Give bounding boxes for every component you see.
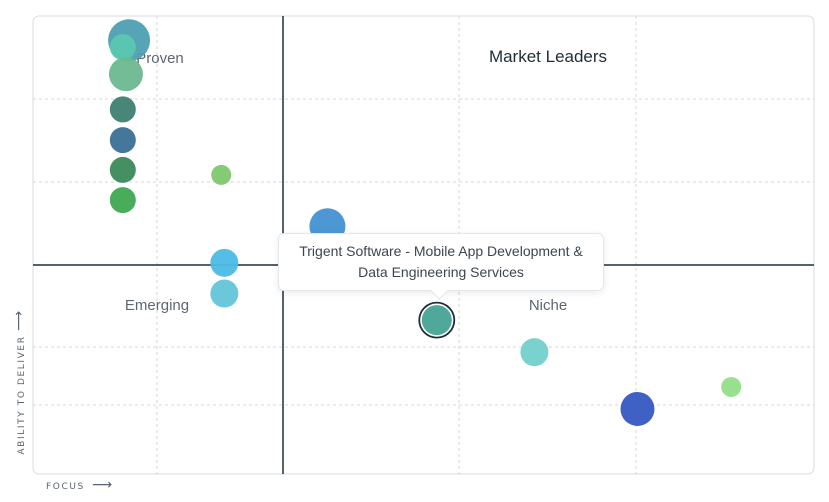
vendor-point-12[interactable]: [421, 305, 452, 336]
tooltip-line-2: Data Engineering Services: [358, 264, 524, 280]
quadrant-label-proven: Proven: [136, 50, 184, 67]
quadrant-label-emerging: Emerging: [125, 297, 189, 314]
vendor-point-5[interactable]: [109, 127, 136, 154]
vendor-point-15[interactable]: [721, 376, 742, 397]
vendor-point-7[interactable]: [109, 187, 136, 214]
vendor-point-11[interactable]: [210, 279, 239, 308]
vendor-tooltip: Trigent Software - Mobile App Developmen…: [278, 233, 604, 291]
quadrant-label-market-leaders: Market Leaders: [489, 47, 607, 66]
grid-lines: [33, 16, 814, 474]
tooltip-line-1: Trigent Software - Mobile App Developmen…: [299, 243, 583, 259]
vendor-point-10[interactable]: [210, 248, 239, 277]
y-axis-arrow-icon: ⟶: [11, 310, 28, 332]
quadrant-label-niche: Niche: [529, 297, 567, 314]
vendor-point-6[interactable]: [109, 156, 136, 183]
vendor-point-3[interactable]: [108, 57, 143, 92]
vendor-point-8[interactable]: [211, 164, 232, 185]
vendor-point-4[interactable]: [109, 96, 136, 123]
x-axis-arrow-icon: ⟶: [92, 477, 113, 493]
vendor-point-14[interactable]: [620, 391, 655, 426]
vendor-point-2[interactable]: [109, 34, 136, 61]
vendor-point-13[interactable]: [520, 338, 549, 367]
x-axis-label: FOCUS: [46, 482, 85, 492]
y-axis-label: ABILITY TO DELIVER: [17, 335, 27, 455]
